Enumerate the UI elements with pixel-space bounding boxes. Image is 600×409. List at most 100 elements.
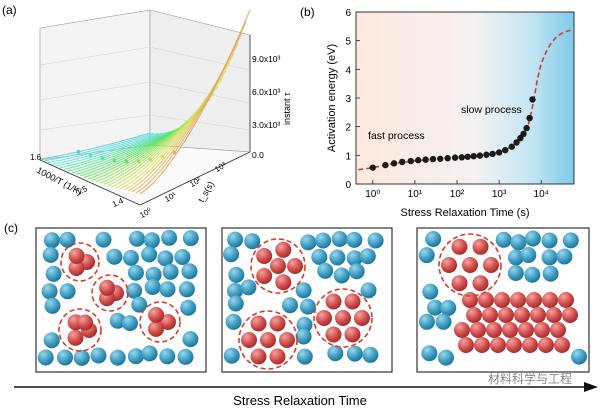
blue-atom xyxy=(109,349,126,366)
red-atom xyxy=(538,337,554,353)
red-atom xyxy=(494,292,510,308)
blue-atom xyxy=(418,313,435,330)
annotation-slow-process: slow process xyxy=(461,104,522,116)
blue-atom xyxy=(524,266,541,283)
red-atom xyxy=(562,307,578,323)
red-atom xyxy=(522,337,538,353)
red-atom xyxy=(68,247,85,264)
annotation-fast-process: fast process xyxy=(368,130,425,142)
blue-atom xyxy=(109,312,126,329)
blue-atom xyxy=(244,233,261,250)
waterfall-curve xyxy=(51,132,163,165)
blue-atom xyxy=(59,231,76,248)
z-tick-0: 0.0 xyxy=(252,150,264,160)
panel-a-waterfall: 9.0x10³ 6.0x10³ 3.0x10³ 0.0 instant τ 1.… xyxy=(30,9,292,220)
blue-atom xyxy=(299,298,316,315)
data-point xyxy=(407,157,414,165)
blue-atom xyxy=(359,248,376,265)
blue-atom xyxy=(42,246,59,263)
blue-atom xyxy=(440,299,457,316)
blue-atom xyxy=(223,246,240,263)
red-atom xyxy=(474,337,490,353)
y-tick-label: 4 xyxy=(345,65,351,76)
time-arrow-label: Stress Relaxation Time xyxy=(233,393,367,408)
data-point xyxy=(529,96,536,103)
red-atom xyxy=(462,292,478,308)
waterfall-curve xyxy=(59,131,171,169)
blue-atom xyxy=(556,248,573,265)
blue-atom xyxy=(315,232,332,249)
blue-atom xyxy=(162,263,179,280)
cluster-outline xyxy=(238,310,298,370)
red-atom xyxy=(344,326,361,343)
y-tick-label: 2 xyxy=(345,123,351,134)
waterfall-marker xyxy=(88,153,93,158)
red-atom xyxy=(148,307,165,323)
blue-atom xyxy=(182,331,199,348)
blue-atom xyxy=(141,345,158,362)
x-tick-label: 10² xyxy=(450,189,465,200)
red-atom xyxy=(458,337,474,353)
red-atom xyxy=(354,310,370,326)
red-atom xyxy=(510,292,526,308)
blue-atom xyxy=(348,263,365,280)
blue-atom xyxy=(122,249,139,266)
blue-atom xyxy=(157,250,174,267)
blue-atom xyxy=(180,299,197,316)
data-point xyxy=(437,155,444,162)
data-point xyxy=(526,114,533,122)
blue-atom xyxy=(159,281,176,298)
blue-atom xyxy=(329,249,346,266)
blue-atom xyxy=(228,266,245,283)
blue-atom xyxy=(178,281,195,298)
red-atom xyxy=(325,293,342,310)
waterfall-marker xyxy=(148,157,153,162)
blue-atom xyxy=(435,313,452,330)
cluster-outline xyxy=(250,238,306,294)
panel-label-b: (b) xyxy=(300,5,315,19)
blue-atom xyxy=(495,231,512,248)
x-tick-label: 10¹ xyxy=(408,189,423,200)
red-atom xyxy=(514,307,530,323)
red-atom xyxy=(287,258,303,274)
blue-atom xyxy=(541,232,558,249)
blue-atom xyxy=(520,247,537,263)
blue-atom xyxy=(181,263,198,280)
data-point xyxy=(495,149,503,156)
red-atom xyxy=(483,257,499,273)
waterfall-marker xyxy=(124,159,129,164)
blue-atom xyxy=(421,345,438,362)
waterfall-curve xyxy=(47,132,159,164)
blue-atom xyxy=(143,232,160,249)
data-point xyxy=(523,124,530,132)
blue-atom xyxy=(44,297,61,314)
blue-atom xyxy=(367,232,384,249)
data-point xyxy=(415,157,422,164)
blue-atom xyxy=(126,282,143,299)
red-atom xyxy=(462,257,478,273)
red-atom xyxy=(275,274,292,291)
waterfall-curve xyxy=(55,131,167,167)
red-atom xyxy=(526,292,542,308)
x-tick-label: 10⁴ xyxy=(534,189,549,200)
blue-atom xyxy=(57,349,73,366)
panel-label-a: (a) xyxy=(2,3,17,17)
blue-atom xyxy=(346,250,363,267)
red-atom xyxy=(250,315,267,332)
y-tick-label: 1 xyxy=(345,151,351,162)
blue-atom xyxy=(37,349,54,366)
x-axis-title: Stress Relaxation Time (s) xyxy=(401,207,530,219)
blue-atom xyxy=(562,232,579,249)
blue-atom xyxy=(73,349,90,366)
red-atom xyxy=(160,314,176,330)
waterfall-marker xyxy=(172,150,177,155)
data-point xyxy=(429,155,437,163)
red-atom xyxy=(558,292,574,308)
blue-atom xyxy=(59,283,76,300)
blue-atom xyxy=(346,231,363,248)
blue-atom xyxy=(425,231,442,247)
z-tick-3000: 3.0x10³ xyxy=(252,120,281,130)
cluster-outlines xyxy=(58,233,502,370)
red-atom xyxy=(344,293,361,310)
blue-atom xyxy=(300,234,317,251)
